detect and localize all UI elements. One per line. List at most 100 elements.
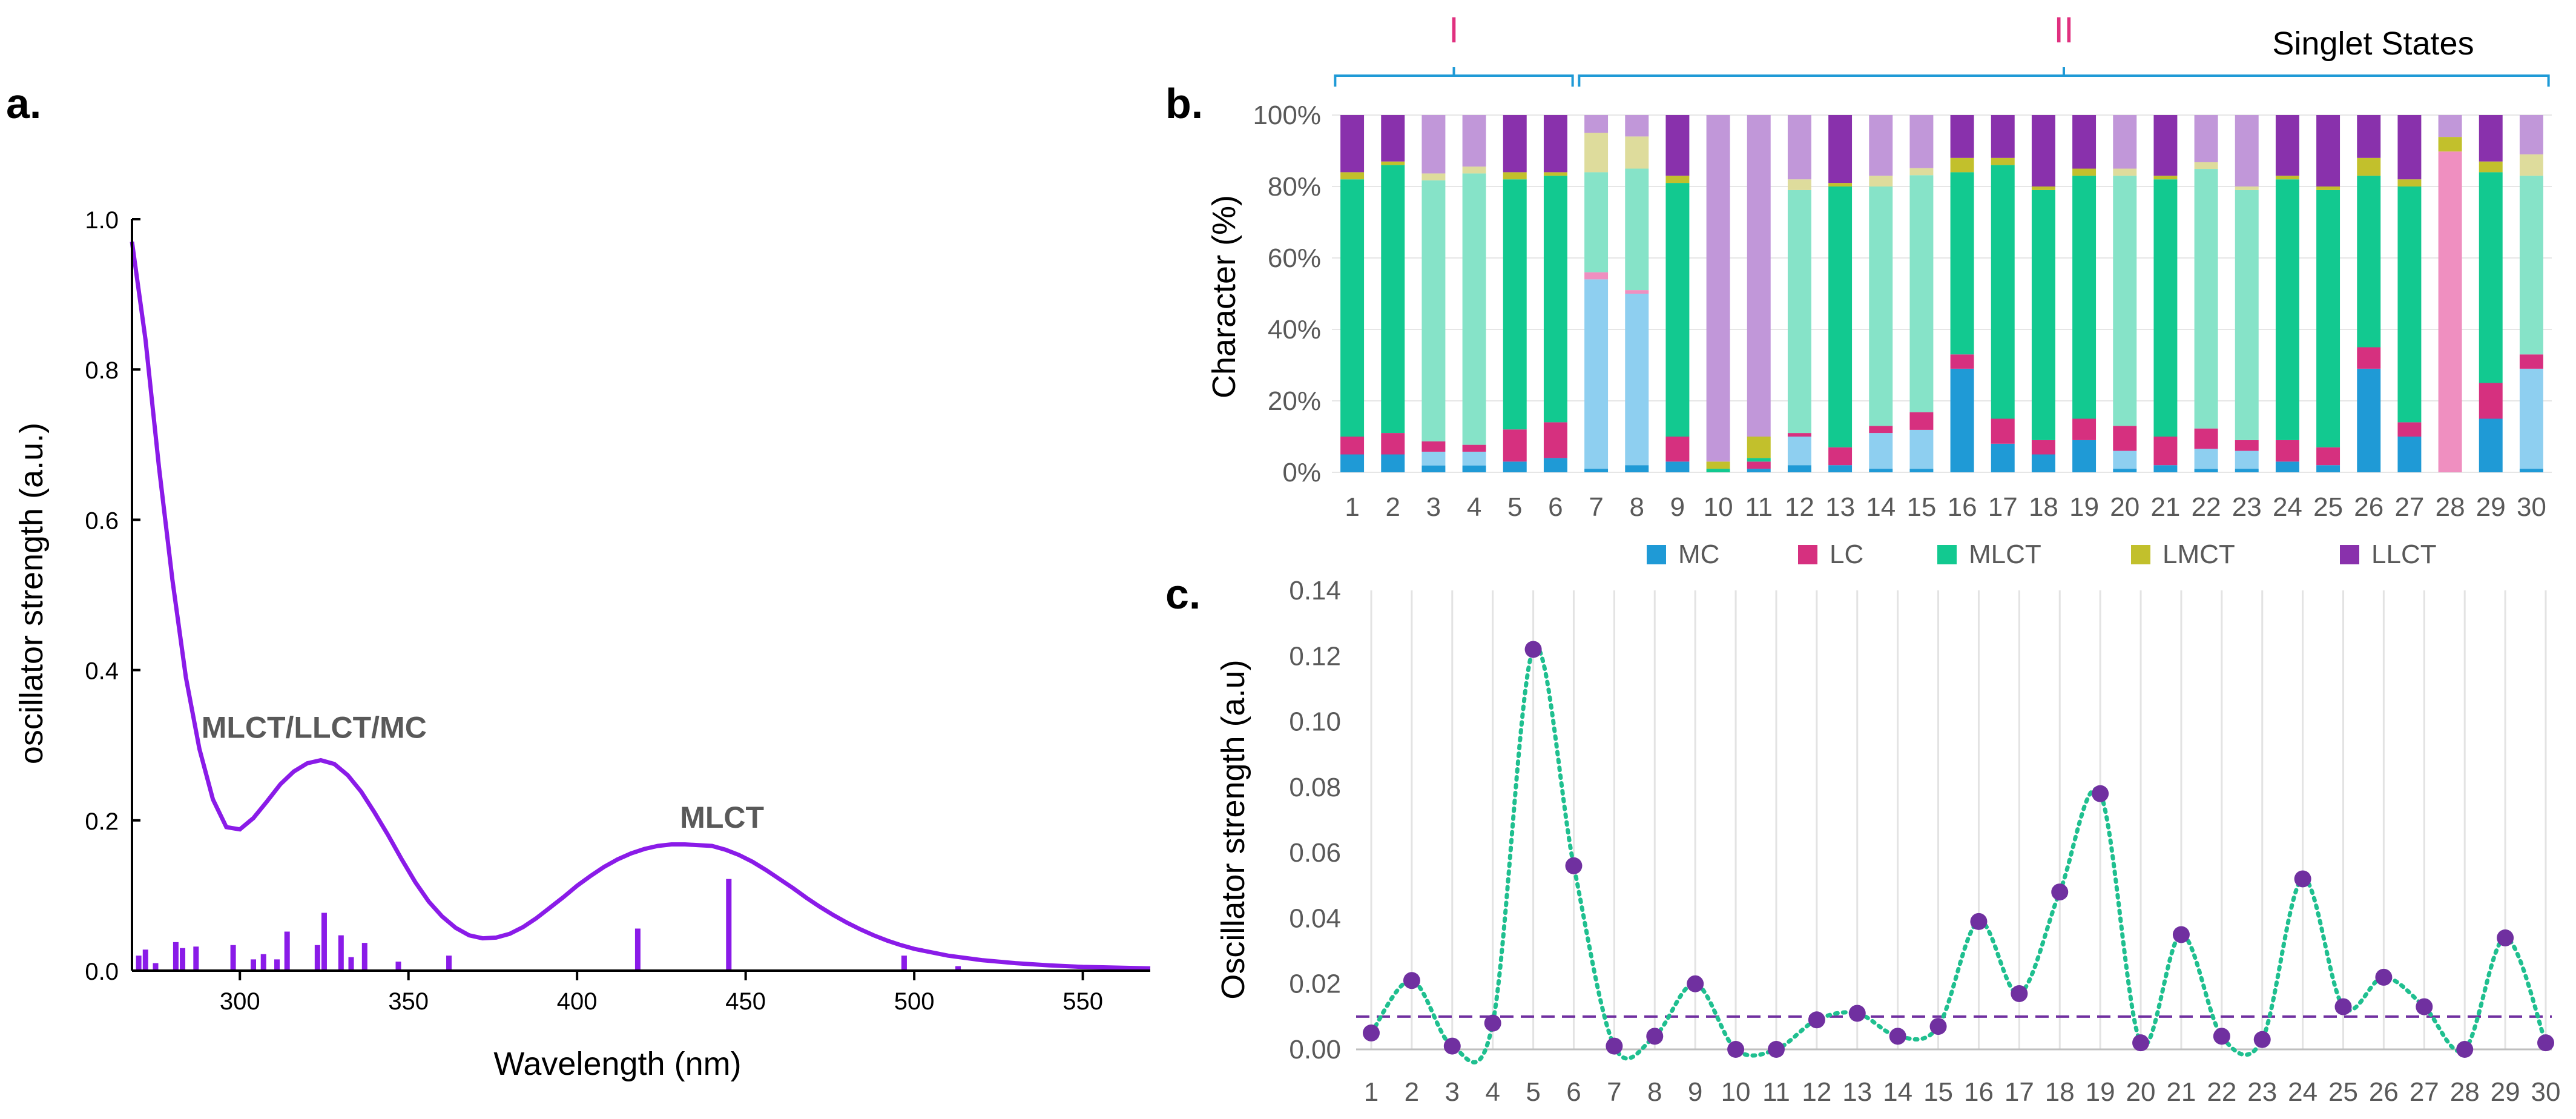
b-bar-1-mlct xyxy=(1340,179,1365,437)
b-bar-24-mc xyxy=(2275,461,2299,472)
b-bar-3-mlct xyxy=(1421,180,1446,441)
b-legend-swatch-llct xyxy=(2340,545,2359,564)
b-x-tick-label: 5 xyxy=(1507,492,1522,522)
c-point-5 xyxy=(1524,641,1542,658)
b-bar-1-llct xyxy=(1340,115,1365,173)
c-x-tick-label: 21 xyxy=(2166,1077,2196,1107)
a-y-tick-label: 0.6 xyxy=(85,507,119,534)
a-x-axis-label: Wavelength (nm) xyxy=(493,1046,741,1082)
b-bar-8-mc-light xyxy=(1625,294,1649,466)
b-stacked-bars xyxy=(1340,115,2543,472)
b-bar-18-mlct xyxy=(2031,190,2055,440)
b-bar-8-lmct xyxy=(1625,136,1649,169)
panel-b: b. Singlet States I II 0%20%40%60%80%100… xyxy=(1165,10,2552,569)
b-bar-7-mc xyxy=(1584,469,1609,472)
b-bar-11-mlct xyxy=(1747,458,1771,462)
b-bar-30-mlct xyxy=(2519,176,2543,355)
b-bar-7-mc-light xyxy=(1584,279,1609,469)
b-x-tick-label: 7 xyxy=(1589,492,1603,522)
b-bar-15-mlct xyxy=(1909,175,1934,412)
b-x-tick-label: 27 xyxy=(2394,492,2424,522)
c-gridlines: 0.00 0.02 0.04 0.06 0.08 0.10 0.12 0.14 xyxy=(1289,576,2552,1065)
b-legend-swatch-mc xyxy=(1647,545,1666,564)
b-bar-19-lmct xyxy=(2072,168,2097,176)
c-point-19 xyxy=(2092,785,2109,802)
b-bar-11-mc xyxy=(1747,469,1771,472)
b-legend-swatch-lmct xyxy=(2131,545,2150,564)
b-bar-14-mlct xyxy=(1869,187,1893,426)
c-y-tick-label: 0.06 xyxy=(1289,838,1341,868)
b-bar-18-lc xyxy=(2031,440,2055,455)
c-x-tick-label: 11 xyxy=(1762,1077,1790,1107)
b-bar-1-lc xyxy=(1340,437,1365,455)
c-y-tick-label: 0.04 xyxy=(1289,903,1341,933)
b-bar-23-mc xyxy=(2235,469,2259,472)
b-bar-6-lc xyxy=(1543,422,1567,458)
b-bar-3-lc xyxy=(1421,441,1446,452)
b-bar-4-mc xyxy=(1462,465,1486,472)
b-legend-label-lc: LC xyxy=(1830,540,1863,569)
c-x-tick-label: 1 xyxy=(1364,1077,1379,1107)
b-y-tick-label: 80% xyxy=(1268,172,1321,202)
a-sticks xyxy=(136,879,961,971)
b-bar-26-lc xyxy=(2357,347,2381,369)
b-bar-17-mc xyxy=(1991,443,2015,472)
b-bar-13-lmct xyxy=(1828,183,1853,187)
b-bar-10-lmct xyxy=(1706,461,1730,469)
b-bar-20-mlct xyxy=(2113,176,2137,426)
a-x-tick-label: 450 xyxy=(725,988,766,1015)
c-point-22 xyxy=(2213,1028,2230,1045)
b-bar-5-lmct xyxy=(1503,172,1527,180)
b-bar-9-lmct xyxy=(1665,176,1690,183)
b-bar-17-lmct xyxy=(1991,157,2015,165)
a-y-tick-label: 0.4 xyxy=(85,658,119,685)
b-bar-9-lc xyxy=(1665,437,1690,462)
c-y-tick-label: 0.10 xyxy=(1289,707,1341,737)
b-bar-4-lc xyxy=(1462,444,1486,452)
b-bar-19-llct xyxy=(2072,115,2097,169)
b-bar-24-lmct xyxy=(2275,176,2299,180)
b-bar-30-lmct xyxy=(2519,154,2543,176)
b-bar-22-lc xyxy=(2194,428,2218,449)
c-points xyxy=(1363,641,2554,1058)
b-legend-label-mc: MC xyxy=(1678,540,1719,569)
b-y-tick-label: 100% xyxy=(1253,101,1321,130)
b-x-tick-label: 15 xyxy=(1906,492,1936,522)
c-x-tick-label: 26 xyxy=(2369,1077,2399,1107)
c-x-tick-label: 3 xyxy=(1445,1077,1460,1107)
b-bar-5-mlct xyxy=(1503,179,1527,430)
b-x-tick-label: 26 xyxy=(2354,492,2383,522)
b-x-tick-label: 11 xyxy=(1745,492,1773,522)
b-bar-12-mc xyxy=(1787,465,1811,472)
b-bar-12-mc-light xyxy=(1787,437,1811,466)
b-bar-30-mc xyxy=(2519,469,2543,472)
c-point-23 xyxy=(2253,1031,2271,1048)
c-point-17 xyxy=(2011,985,2028,1002)
b-bar-3-llct xyxy=(1421,115,1446,174)
c-point-11 xyxy=(1767,1041,1785,1058)
b-x-tick-label: 8 xyxy=(1630,492,1644,522)
b-bar-15-mc-light xyxy=(1909,429,1934,469)
panel-a-label: a. xyxy=(6,80,41,127)
c-x-tick-label: 7 xyxy=(1607,1077,1621,1107)
b-bar-30-lc xyxy=(2519,354,2543,369)
b-bar-1-lmct xyxy=(1340,172,1365,180)
b-bar-23-mc-light xyxy=(2235,451,2259,469)
b-bar-5-lc xyxy=(1503,429,1527,462)
b-bar-27-mc xyxy=(2397,437,2422,472)
c-point-14 xyxy=(1889,1028,1906,1045)
c-x-tick-label: 22 xyxy=(2207,1077,2236,1107)
b-bar-20-mc-light xyxy=(2113,451,2137,469)
b-bar-28-llct xyxy=(2438,115,2462,137)
b-x-tick-label: 16 xyxy=(1948,492,1977,522)
b-bar-14-mc xyxy=(1869,469,1893,472)
b-bar-5-mc xyxy=(1503,461,1527,472)
c-point-18 xyxy=(2051,883,2069,901)
b-bar-13-llct xyxy=(1828,115,1853,183)
b-bar-16-llct xyxy=(1950,115,1974,158)
b-x-tick-label: 6 xyxy=(1548,492,1563,522)
b-y-tick-label: 40% xyxy=(1268,315,1321,345)
b-bar-29-lc xyxy=(2479,383,2503,419)
b-bar-18-mc xyxy=(2031,454,2055,472)
